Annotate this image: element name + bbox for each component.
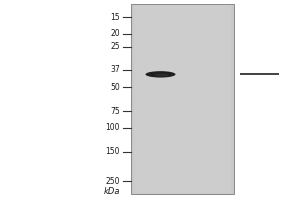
Text: 100: 100	[106, 123, 120, 132]
Text: 15: 15	[110, 13, 120, 22]
Text: 20: 20	[110, 29, 120, 38]
Text: 250: 250	[106, 177, 120, 186]
Text: 50: 50	[110, 83, 120, 92]
Text: 25: 25	[110, 42, 120, 51]
Ellipse shape	[146, 71, 176, 78]
Text: 75: 75	[110, 107, 120, 116]
Text: kDa: kDa	[103, 187, 120, 196]
Text: 37: 37	[110, 65, 120, 74]
Ellipse shape	[155, 74, 169, 76]
Text: 150: 150	[106, 147, 120, 156]
